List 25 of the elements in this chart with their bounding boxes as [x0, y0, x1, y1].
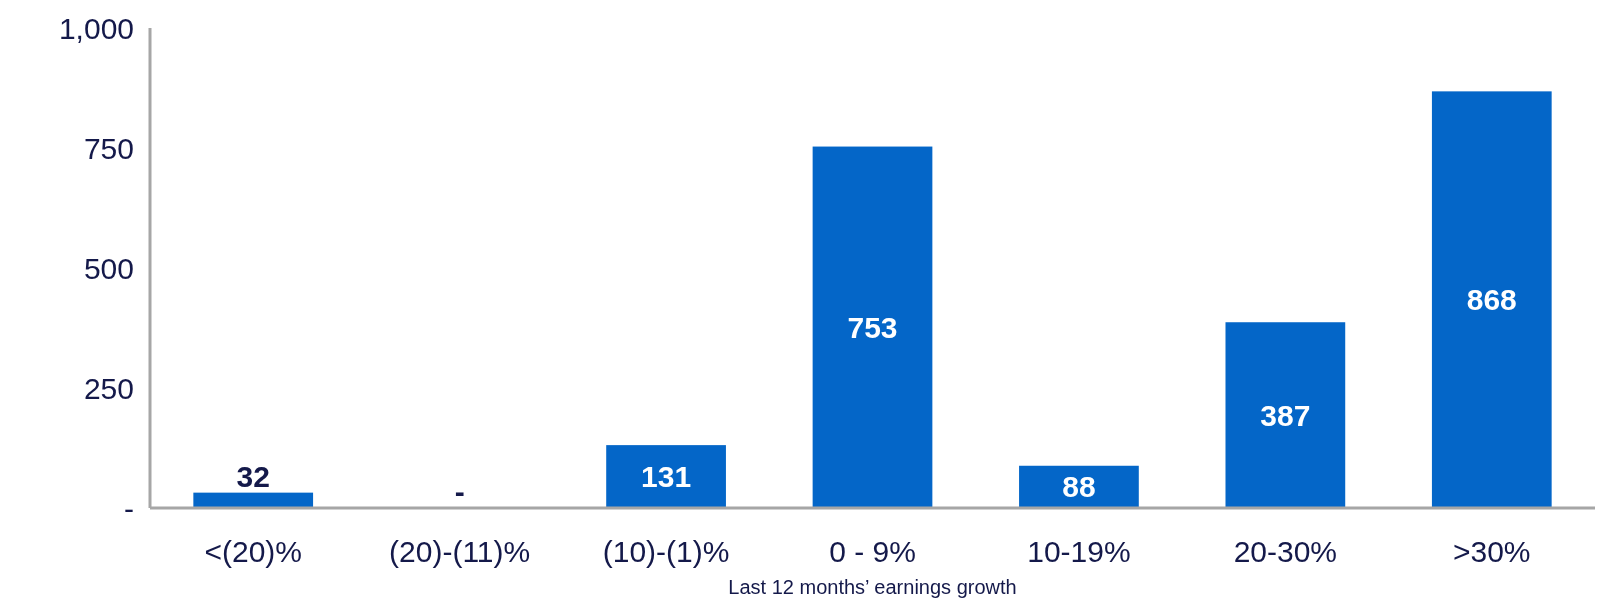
x-axis-title: Last 12 months’ earnings growth — [728, 576, 1017, 598]
data-label: 131 — [641, 460, 692, 494]
data-label: 88 — [1062, 470, 1096, 504]
y-tick-label: 500 — [83, 251, 134, 285]
data-label: 387 — [1260, 398, 1311, 432]
data-label: 32 — [236, 459, 270, 493]
y-tick-label: - — [124, 491, 134, 525]
bar — [812, 146, 933, 508]
data-label: 868 — [1466, 283, 1517, 317]
x-tick-label: <(20)% — [204, 535, 302, 568]
data-label: - — [454, 475, 465, 508]
bar — [1225, 322, 1346, 508]
bar — [1431, 91, 1552, 508]
bar — [606, 445, 726, 508]
y-tick-label: 250 — [83, 371, 134, 405]
x-tick-label: 20-30% — [1233, 535, 1338, 568]
data-label: 753 — [847, 310, 898, 344]
x-tick-label: (20)-(11)% — [389, 535, 531, 568]
y-tick-label: 750 — [83, 131, 134, 165]
bar — [193, 492, 314, 508]
x-tick-label: 10-19% — [1027, 535, 1131, 568]
x-tick-label: 0 - 9% — [829, 535, 916, 568]
y-tick-label: 1,000 — [58, 11, 134, 45]
x-tick-label: >30% — [1453, 535, 1531, 568]
x-tick-label: (10)-(1)% — [602, 535, 730, 568]
